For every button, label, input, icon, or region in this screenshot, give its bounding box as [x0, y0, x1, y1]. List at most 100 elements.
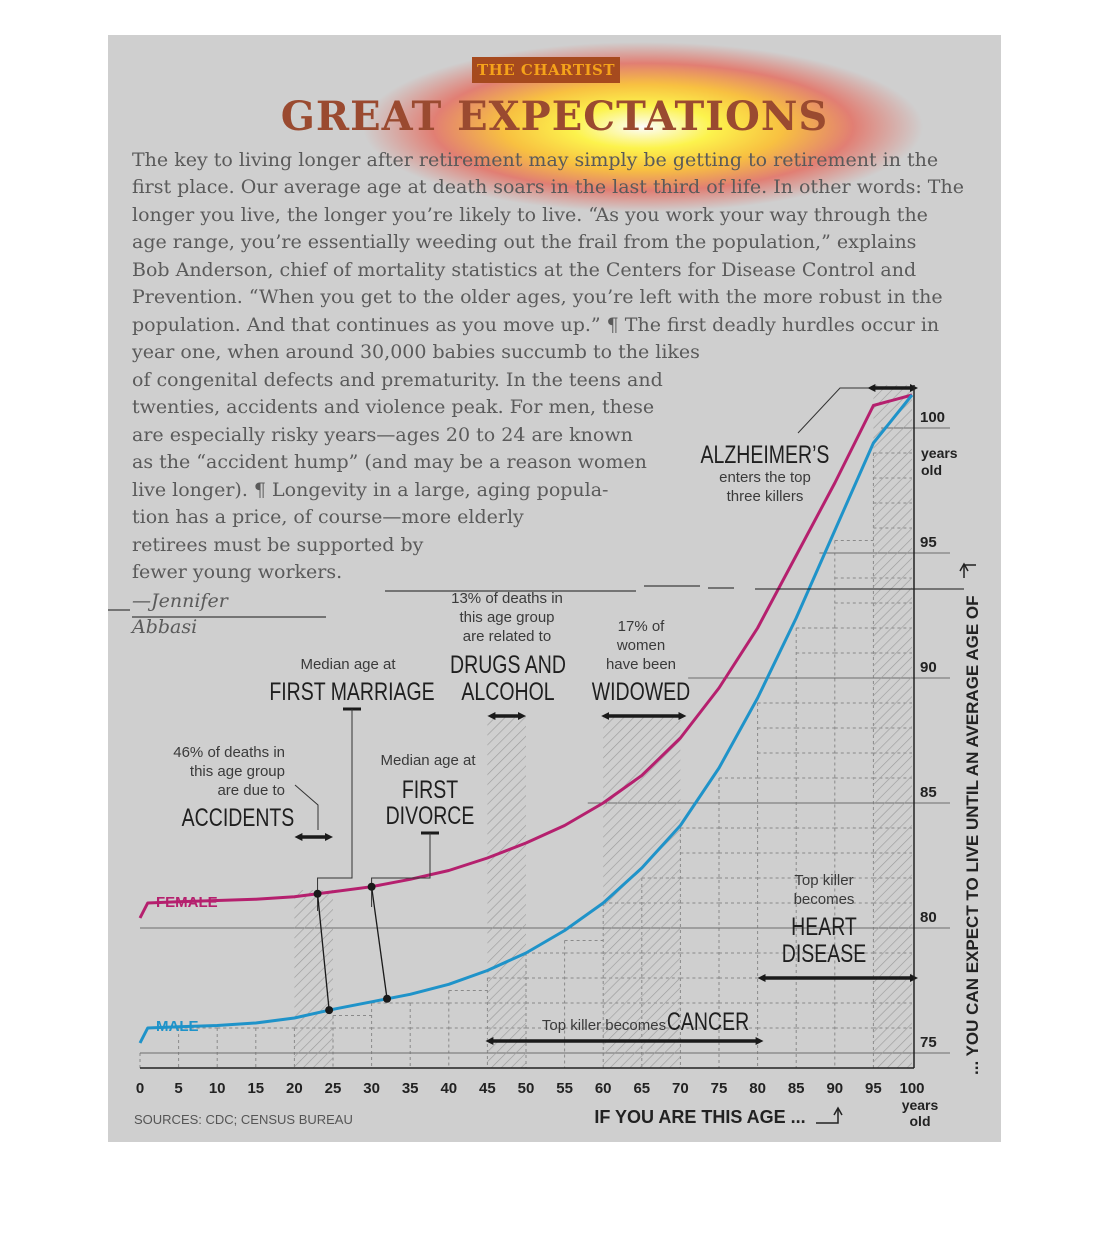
kicker-label: THE CHARTIST: [472, 57, 620, 83]
y-axis-title: ... YOU CAN EXPECT TO LIVE UNTIL AN AVER…: [963, 595, 982, 1075]
first-marriage-dot: [325, 1006, 334, 1015]
x-tick-label: 0: [136, 1080, 144, 1097]
article-line: live longer). ¶ Longevity in a large, ag…: [132, 479, 609, 501]
article-line: fewer young workers.: [132, 561, 343, 583]
x-tick-label: 45: [479, 1080, 496, 1097]
cancer-label: CANCER: [667, 1008, 749, 1036]
article-line: twenties, accidents and violence peak. F…: [132, 396, 655, 418]
hatched-age-band: [487, 715, 526, 1068]
first-divorce-dot: [367, 882, 376, 891]
sources-note: SOURCES: CDC; CENSUS BUREAU: [134, 1112, 353, 1127]
cancer-note: Top killer becomes: [542, 1017, 666, 1034]
first-divorce-connector: [370, 886, 388, 999]
article-line: longer you live, the longer you’re likel…: [132, 204, 928, 226]
heart-disease-note: Top killer: [794, 872, 853, 889]
y-title-arrow: [959, 562, 969, 572]
x-title-arrow: [816, 1109, 839, 1124]
first-divorce-label: FIRST: [402, 776, 459, 804]
alzheimers-leader: [797, 387, 878, 434]
female-series-label: FEMALE: [156, 894, 218, 911]
first-divorce-dot: [383, 994, 392, 1003]
x-tick-label: 55: [556, 1080, 573, 1097]
x-tick-label: 25: [325, 1080, 342, 1097]
article-line: first place. Our average age at death so…: [132, 176, 964, 198]
widowed-label: WIDOWED: [592, 678, 691, 706]
drugs-alcohol-label: ALCOHOL: [461, 678, 554, 706]
x-tick-label: 70: [672, 1080, 689, 1097]
accidents-leader: [294, 784, 319, 830]
first-marriage-dot: [313, 889, 322, 898]
x-tick-label: 75: [711, 1080, 728, 1097]
first-marriage-leader: [317, 709, 353, 911]
accidents-label: ACCIDENTS: [182, 804, 295, 832]
drugs-alcohol-note: 13% of deaths in: [451, 590, 563, 607]
y-unit-label: old: [921, 462, 942, 478]
byline: Abbasi: [132, 616, 198, 638]
accidents-note: this age group: [190, 763, 285, 780]
x-tick-label: 85: [788, 1080, 805, 1097]
article-line: retirees must be supported by: [132, 534, 424, 556]
widowed-note: 17% of: [618, 618, 666, 635]
article-line: of congenital defects and prematurity. I…: [132, 369, 663, 391]
male-series-line: [138, 394, 914, 1044]
hatched-age-band: [873, 385, 912, 1068]
first-marriage-label: FIRST MARRIAGE: [269, 678, 434, 706]
byline: —Jennifer: [132, 590, 228, 612]
first-marriage-note: Median age at: [300, 656, 396, 673]
drugs-alcohol-label: DRUGS AND: [450, 651, 566, 679]
article-line: Prevention. “When you get to the older a…: [132, 286, 943, 308]
x-unit-label: old: [910, 1113, 931, 1129]
accidents-note: 46% of deaths in: [173, 744, 285, 761]
x-tick-label: 15: [247, 1080, 264, 1097]
article-line: population. And that continues as you mo…: [132, 314, 940, 336]
y-tick-label: 95: [920, 534, 937, 551]
x-tick-label: 60: [595, 1080, 612, 1097]
article-line: The key to living longer after retiremen…: [132, 149, 939, 171]
heart-disease-label: HEART: [791, 913, 857, 941]
male-series-label: MALE: [156, 1018, 199, 1035]
x-tick-label: 65: [633, 1080, 650, 1097]
article-line: age range, you’re essentially weeding ou…: [132, 231, 917, 253]
y-unit-label: years: [921, 445, 958, 461]
widowed-note: have been: [606, 656, 676, 673]
article-line: as the “accident hump” (and may be a rea…: [132, 451, 647, 473]
x-tick-label: 20: [286, 1080, 303, 1097]
y-tick-label: 80: [920, 909, 937, 926]
first-divorce-label: DIVORCE: [386, 802, 475, 830]
x-tick-label: 90: [826, 1080, 843, 1097]
alzheimers-label: ALZHEIMER’S: [701, 441, 830, 469]
article-line: tion has a price, of course—more elderly: [132, 506, 524, 528]
x-tick-label: 40: [440, 1080, 457, 1097]
article-line: Bob Anderson, chief of mortality statist…: [132, 259, 917, 281]
first-marriage-connector: [316, 893, 330, 1011]
x-tick-label: 5: [174, 1080, 182, 1097]
widowed-note: women: [616, 637, 665, 654]
x-axis-title: IF YOU ARE THIS AGE ...: [594, 1107, 805, 1127]
x-tick-label: 50: [518, 1080, 535, 1097]
x-tick-label: 35: [402, 1080, 419, 1097]
alzheimers-note: three killers: [727, 488, 804, 505]
page-title: GREAT EXPECTATIONS: [280, 93, 829, 140]
x-tick-label: 80: [749, 1080, 766, 1097]
y-tick-label: 85: [920, 784, 937, 801]
life-expectancy-chart: FEMALE MALE 46% of deaths in this age grou…: [108, 384, 982, 1129]
female-series-line: [138, 393, 913, 919]
first-divorce-leader: [371, 833, 431, 907]
x-tick-label: 100: [899, 1080, 924, 1097]
x-title-arrow: [833, 1106, 843, 1116]
x-tick-label: 30: [363, 1080, 380, 1097]
hatched-age-band: [294, 890, 333, 1068]
infographic-panel: FEMALE MALE 46% of deaths in this age grou…: [108, 35, 1001, 1142]
heart-disease-label: DISEASE: [782, 940, 866, 968]
drugs-alcohol-note: this age group: [459, 609, 554, 626]
first-divorce-note: Median age at: [380, 752, 476, 769]
article-line: year one, when around 30,000 babies succ…: [132, 341, 700, 363]
accidents-note: are due to: [217, 782, 285, 799]
article-line: are especially risky years—ages 20 to 24…: [132, 424, 633, 446]
heart-disease-note: becomes: [794, 891, 855, 908]
x-unit-label: years: [902, 1097, 939, 1113]
y-tick-label: 90: [920, 659, 937, 676]
y-tick-label: 75: [920, 1034, 937, 1051]
x-tick-label: 95: [865, 1080, 882, 1097]
alzheimers-note: enters the top: [719, 469, 811, 486]
